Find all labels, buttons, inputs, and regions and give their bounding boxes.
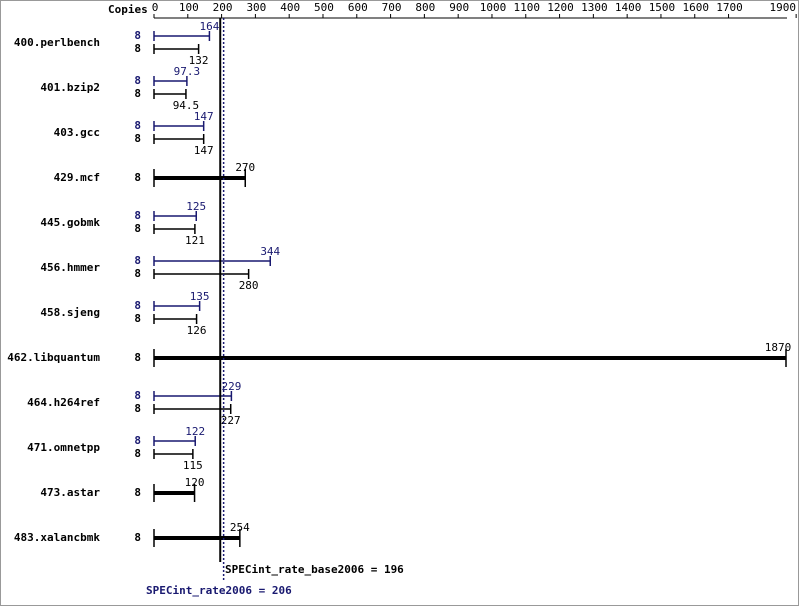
value-label: 126	[187, 324, 207, 337]
copies-label: 8	[134, 434, 141, 447]
value-label: 280	[239, 279, 259, 292]
benchmark-label: 403.gcc	[54, 126, 100, 139]
x-tick-label: 1600	[682, 1, 709, 14]
value-label: 254	[230, 521, 250, 534]
x-tick-label: 100	[179, 1, 199, 14]
value-label: 1870	[765, 341, 792, 354]
value-label: 227	[221, 414, 241, 427]
copies-label: 8	[134, 351, 141, 364]
value-label: 122	[185, 425, 205, 438]
copies-label: 8	[134, 389, 141, 402]
benchmark-label: 483.xalancbmk	[14, 531, 100, 544]
value-label: 125	[186, 200, 206, 213]
value-label: 94.5	[173, 99, 200, 112]
x-tick-label: 400	[280, 1, 300, 14]
value-label: 270	[235, 161, 255, 174]
benchmark-label: 429.mcf	[54, 171, 100, 184]
copies-label: 8	[134, 222, 141, 235]
benchmark-label: 473.astar	[40, 486, 100, 499]
benchmark-label: 464.h264ref	[27, 396, 100, 409]
benchmark-label: 400.perlbench	[14, 36, 100, 49]
benchmark-label: 458.sjeng	[40, 306, 100, 319]
copies-label: 8	[134, 119, 141, 132]
reference-label: SPECint_rate2006 = 206	[146, 584, 292, 597]
value-label: 120	[185, 476, 205, 489]
value-label: 97.3	[174, 65, 201, 78]
copies-label: 8	[134, 29, 141, 42]
x-tick-label: 1200	[547, 1, 574, 14]
x-tick-label: 1700	[716, 1, 743, 14]
x-tick-label: 500	[314, 1, 334, 14]
reference-label: SPECint_rate_base2006 = 196	[225, 563, 404, 576]
value-label: 147	[194, 110, 214, 123]
copies-label: 8	[134, 171, 141, 184]
benchmark-label: 401.bzip2	[40, 81, 100, 94]
x-tick-label: 1900	[770, 1, 797, 14]
benchmark-label: 471.omnetpp	[27, 441, 100, 454]
x-tick-label: 300	[246, 1, 266, 14]
copies-label: 8	[134, 267, 141, 280]
benchmark-label: 445.gobmk	[40, 216, 100, 229]
copies-label: 8	[134, 87, 141, 100]
value-label: 147	[194, 144, 214, 157]
x-tick-label: 900	[449, 1, 469, 14]
value-label: 115	[183, 459, 203, 472]
x-tick-label: 0	[152, 1, 159, 14]
x-tick-label: 700	[382, 1, 402, 14]
copies-label: 8	[134, 447, 141, 460]
value-label: 132	[189, 54, 209, 67]
value-label: 229	[221, 380, 241, 393]
value-label: 121	[185, 234, 205, 247]
copies-label: 8	[134, 74, 141, 87]
copies-label: 8	[134, 402, 141, 415]
copies-label: 8	[134, 531, 141, 544]
copies-label: 8	[134, 486, 141, 499]
x-tick-label: 1100	[514, 1, 541, 14]
copies-label: 8	[134, 132, 141, 145]
copies-label: 8	[134, 254, 141, 267]
value-label: 164	[199, 20, 219, 33]
benchmark-label: 462.libquantum	[7, 351, 100, 364]
copies-label: 8	[134, 299, 141, 312]
x-tick-label: 1400	[615, 1, 642, 14]
value-label: 344	[260, 245, 280, 258]
x-tick-label: 1300	[581, 1, 608, 14]
x-tick-label: 1000	[480, 1, 507, 14]
x-tick-label: 800	[415, 1, 435, 14]
copies-header: Copies	[108, 3, 148, 16]
benchmark-label: 456.hmmer	[40, 261, 100, 274]
x-tick-label: 1500	[649, 1, 676, 14]
copies-label: 8	[134, 42, 141, 55]
copies-label: 8	[134, 312, 141, 325]
x-tick-label: 200	[213, 1, 233, 14]
x-tick-label: 600	[348, 1, 368, 14]
copies-label: 8	[134, 209, 141, 222]
value-label: 135	[190, 290, 210, 303]
